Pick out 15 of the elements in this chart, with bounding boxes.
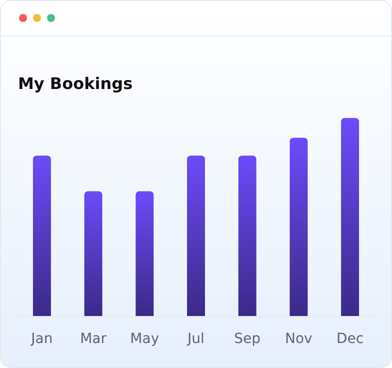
x-tick-label: Sep [234,331,261,347]
bar [290,138,308,316]
bar [238,156,256,316]
bar [136,191,154,316]
x-tick-label: Nov [285,331,312,347]
x-tick-label: Jan [30,331,53,347]
x-tick-label: Mar [80,331,107,347]
x-tick-label: Dec [336,331,364,347]
chart-title: My Bookings [18,74,133,93]
bar [341,118,360,316]
bar [187,156,205,316]
x-tick-label: Jul [186,331,204,347]
x-tick-label: May [130,331,160,347]
bar [84,191,102,316]
bar [32,156,51,316]
